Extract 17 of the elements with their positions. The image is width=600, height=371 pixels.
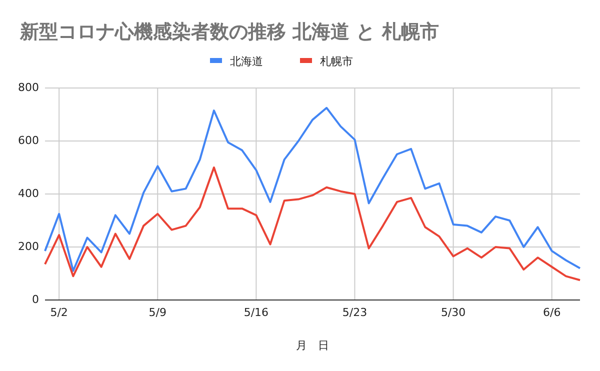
y-tick-label: 400 <box>18 187 39 200</box>
x-tick-label: 5/23 <box>342 306 368 319</box>
y-tick-label: 800 <box>18 81 39 94</box>
line-series <box>44 106 581 272</box>
x-axis-title: 月 日 <box>296 339 329 352</box>
legend-label: 北海道 <box>230 55 263 68</box>
x-tick-label: 5/2 <box>50 306 68 319</box>
y-tick-label: 0 <box>32 293 39 306</box>
x-tick-label: 5/9 <box>148 306 166 319</box>
x-tick-label: 6/6 <box>542 306 561 319</box>
chart-title: 新型コロナ心機感染者数の推移 北海道 と 札幌市 <box>19 21 439 43</box>
y-tick-label: 600 <box>18 134 39 148</box>
legend-label: 札幌市 <box>320 55 353 68</box>
line-series <box>44 166 581 282</box>
y-tick-label: 200 <box>18 240 39 254</box>
x-tick-label: 5/16 <box>244 306 269 319</box>
x-tick-label: 5/30 <box>440 306 466 319</box>
